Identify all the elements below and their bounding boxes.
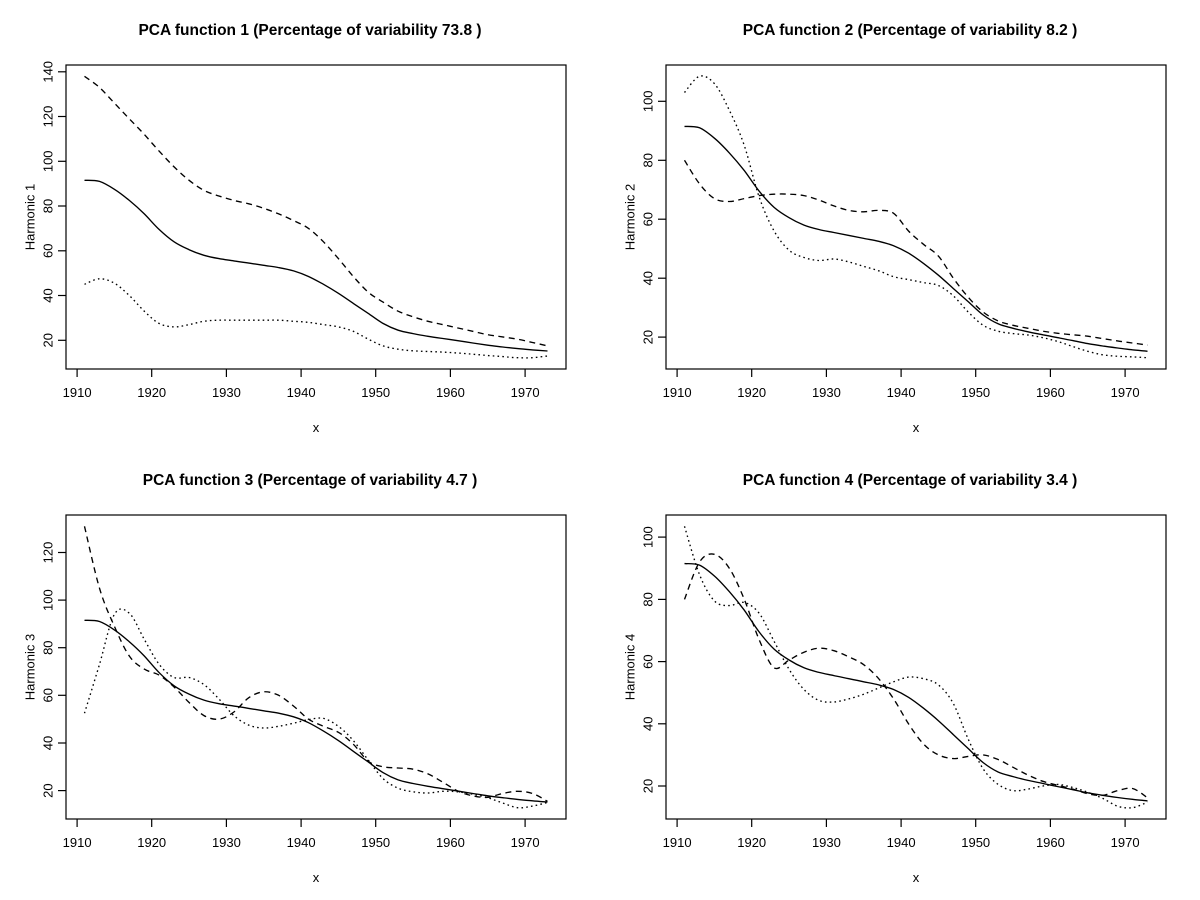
x-tick-label: 1910 xyxy=(63,835,92,850)
plot-canvas-2: 1910 1920 1930 1940 1950 1960 1970 20 40 60 80 100 xyxy=(641,64,1167,400)
y-axis-label: Harmonic 4 xyxy=(622,633,638,701)
y-tick-label: 80 xyxy=(41,640,56,654)
x-tick-label: 1960 xyxy=(436,835,465,850)
y-tick-label: 60 xyxy=(641,212,656,226)
y-tick-label: 140 xyxy=(41,61,56,83)
pca-panel-4: 1910 1920 1930 1940 1950 1960 1970 20 40 60 80 100 … xyxy=(600,450,1200,900)
y-tick-label: 20 xyxy=(641,330,656,344)
x-tick-label: 1910 xyxy=(663,835,692,850)
x-tick-label: 1940 xyxy=(887,835,916,850)
x-tick-label: 1910 xyxy=(63,385,92,400)
x-tick-label: 1950 xyxy=(361,385,390,400)
series-mean-minus-harmonic-line xyxy=(683,526,1148,809)
y-axis-label: Harmonic 3 xyxy=(22,633,38,701)
y-tick-label: 40 xyxy=(41,736,56,750)
plot-box xyxy=(665,64,1167,370)
x-tick-label: 1940 xyxy=(287,385,316,400)
series-mean-line xyxy=(684,125,1148,352)
series-mean-plus-harmonic-line xyxy=(683,159,1148,346)
x-tick-label: 1920 xyxy=(137,835,166,850)
panel-title: PCA function 2 (Percentage of variabilit… xyxy=(742,22,1078,39)
x-tick-label: 1970 xyxy=(511,835,540,850)
y-tick-label: 60 xyxy=(41,244,56,258)
x-tick-label: 1950 xyxy=(961,385,990,400)
series-mean-minus-harmonic-line xyxy=(84,278,548,359)
x-tick-label: 1920 xyxy=(737,835,766,850)
y-tick-label: 20 xyxy=(41,333,56,347)
x-tick-label: 1960 xyxy=(1036,835,1065,850)
y-tick-label: 100 xyxy=(41,150,56,172)
plot-box xyxy=(665,514,1167,820)
x-tick-label: 1930 xyxy=(812,835,841,850)
x-axis-label: x xyxy=(312,870,320,885)
y-tick-label: 80 xyxy=(41,199,56,213)
x-tick-label: 1940 xyxy=(287,835,316,850)
plot-canvas-1: 1910 1920 1930 1940 1950 1960 1970 20 40 60 80 100 1… xyxy=(41,61,567,400)
y-tick-label: 60 xyxy=(641,654,656,668)
series-mean-minus-harmonic-line xyxy=(83,608,548,809)
x-tick-label: 1970 xyxy=(1111,835,1140,850)
plot-canvas-4: 1910 1920 1930 1940 1950 1960 1970 20 40 60 80 100 xyxy=(641,514,1167,850)
x-tick-label: 1970 xyxy=(511,385,540,400)
y-tick-label: 80 xyxy=(641,153,656,167)
panel-title: PCA function 3 (Percentage of variabilit… xyxy=(142,472,478,489)
series-mean-line xyxy=(84,619,548,803)
plot-box xyxy=(65,514,567,820)
series-mean-plus-harmonic-line xyxy=(683,553,1148,799)
y-tick-label: 80 xyxy=(641,592,656,606)
plot-box xyxy=(65,64,567,370)
series-mean-line xyxy=(84,179,548,352)
y-tick-label: 40 xyxy=(641,271,656,285)
y-tick-label: 100 xyxy=(641,526,656,548)
y-tick-label: 20 xyxy=(641,779,656,793)
y-tick-label: 40 xyxy=(641,717,656,731)
x-tick-label: 1950 xyxy=(961,835,990,850)
series-mean-plus-harmonic-line xyxy=(84,75,548,347)
x-axis-label: x xyxy=(912,420,920,435)
y-tick-label: 40 xyxy=(41,288,56,302)
y-tick-label: 120 xyxy=(41,542,56,564)
x-tick-label: 1910 xyxy=(663,385,692,400)
x-tick-label: 1930 xyxy=(212,835,241,850)
y-tick-label: 60 xyxy=(41,688,56,702)
x-tick-label: 1930 xyxy=(812,385,841,400)
x-tick-label: 1930 xyxy=(212,385,241,400)
y-tick-label: 100 xyxy=(641,90,656,112)
x-tick-label: 1960 xyxy=(1036,385,1065,400)
y-tick-label: 120 xyxy=(41,106,56,128)
y-tick-label: 20 xyxy=(41,783,56,797)
x-axis-label: x xyxy=(912,870,920,885)
panel-title: PCA function 4 (Percentage of variabilit… xyxy=(742,472,1078,489)
x-tick-label: 1920 xyxy=(137,385,166,400)
pca-panel-2: 1910 1920 1930 1940 1950 1960 1970 20 40 60 80 100 … xyxy=(600,0,1200,450)
x-axis-label: x xyxy=(312,420,320,435)
x-tick-label: 1960 xyxy=(436,385,465,400)
series-mean-plus-harmonic-line xyxy=(83,526,548,802)
panel-title: PCA function 1 (Percentage of variabilit… xyxy=(138,22,482,39)
pca-panel-1: 1910 1920 1930 1940 1950 1960 1970 20 40 60 80 100 1… xyxy=(0,0,600,450)
series-mean-minus-harmonic-line xyxy=(683,75,1148,359)
plot-canvas-3: 1910 1920 1930 1940 1950 1960 1970 20 40 60 80 100 1… xyxy=(41,514,567,850)
x-tick-label: 1940 xyxy=(887,385,916,400)
y-axis-label: Harmonic 2 xyxy=(622,183,638,251)
series-mean-line xyxy=(684,562,1148,802)
x-tick-label: 1950 xyxy=(361,835,390,850)
y-tick-label: 100 xyxy=(41,589,56,611)
pca-panel-3: 1910 1920 1930 1940 1950 1960 1970 20 40 60 80 100 1… xyxy=(0,450,600,900)
y-axis-label: Harmonic 1 xyxy=(22,183,38,251)
x-tick-label: 1970 xyxy=(1111,385,1140,400)
x-tick-label: 1920 xyxy=(737,385,766,400)
